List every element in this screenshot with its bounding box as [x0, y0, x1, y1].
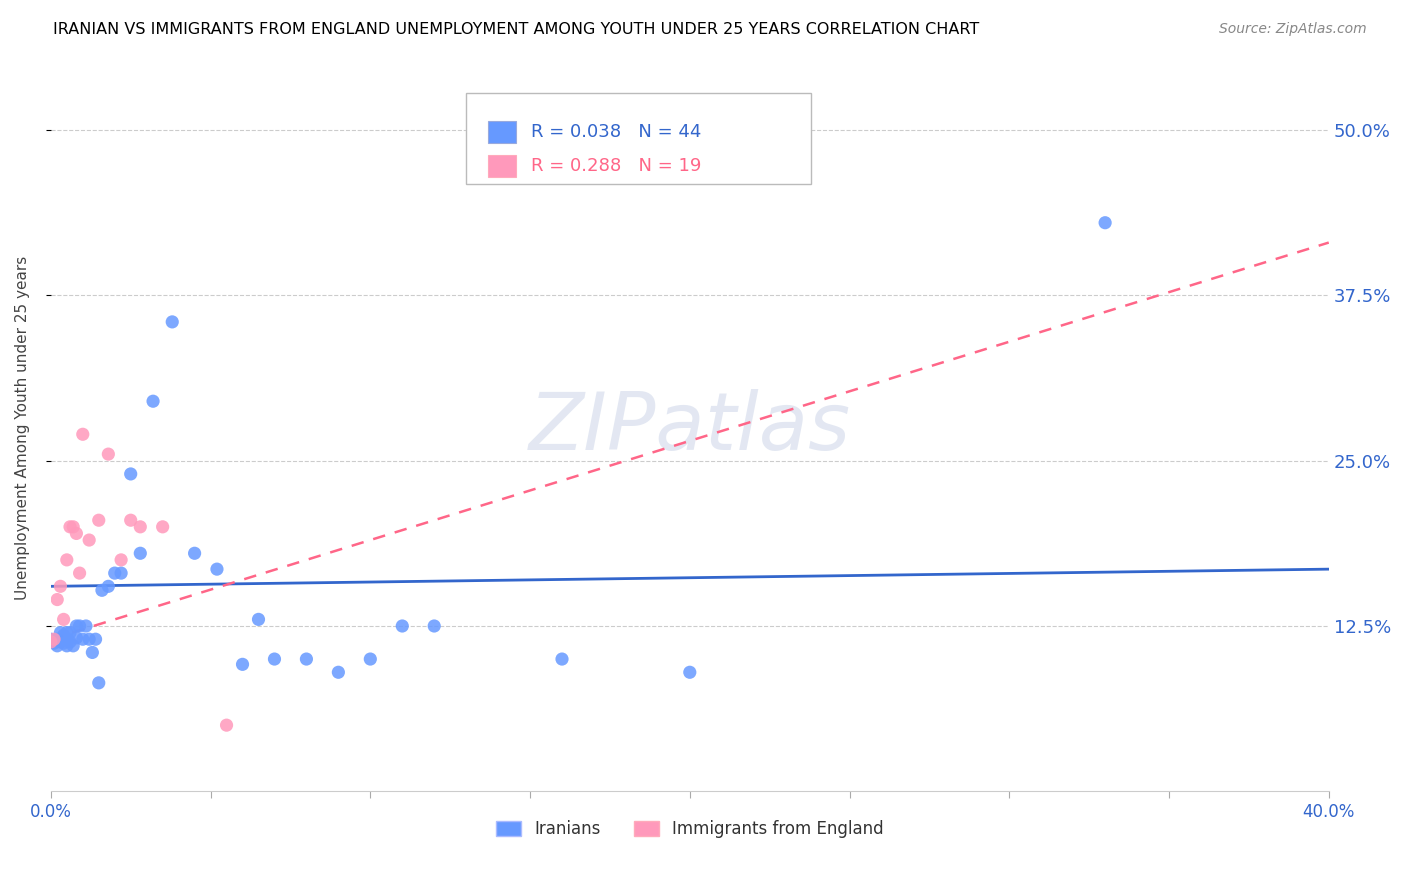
FancyBboxPatch shape	[488, 155, 516, 177]
Point	[679, 665, 702, 680]
Point	[65, 619, 87, 633]
Point	[1094, 216, 1116, 230]
Point	[120, 467, 142, 481]
Point	[129, 520, 152, 534]
Point	[97, 447, 120, 461]
Point	[77, 632, 100, 647]
Legend: Iranians, Immigrants from England: Iranians, Immigrants from England	[489, 814, 890, 845]
FancyBboxPatch shape	[488, 121, 516, 144]
Text: R = 0.288   N = 19: R = 0.288 N = 19	[531, 157, 702, 175]
Point	[120, 513, 142, 527]
Point	[205, 562, 228, 576]
Point	[49, 579, 72, 593]
Point	[59, 635, 82, 649]
Point	[42, 636, 65, 650]
Point	[65, 526, 87, 541]
Point	[52, 612, 75, 626]
Point	[52, 636, 75, 650]
Point	[42, 632, 65, 647]
Point	[97, 579, 120, 593]
Point	[72, 427, 94, 442]
Point	[391, 619, 413, 633]
FancyBboxPatch shape	[467, 93, 811, 184]
Point	[75, 619, 97, 633]
Point	[328, 665, 350, 680]
Text: IRANIAN VS IMMIGRANTS FROM ENGLAND UNEMPLOYMENT AMONG YOUTH UNDER 25 YEARS CORRE: IRANIAN VS IMMIGRANTS FROM ENGLAND UNEMP…	[53, 22, 980, 37]
Point	[62, 639, 84, 653]
Point	[104, 566, 127, 580]
Text: Source: ZipAtlas.com: Source: ZipAtlas.com	[1219, 22, 1367, 37]
Point	[56, 625, 79, 640]
Point	[247, 612, 270, 626]
Text: R = 0.038   N = 44: R = 0.038 N = 44	[531, 123, 702, 141]
Point	[49, 625, 72, 640]
Point	[56, 639, 79, 653]
Point	[39, 635, 62, 649]
Point	[142, 394, 165, 409]
Point	[56, 632, 79, 647]
Point	[39, 632, 62, 647]
Point	[49, 635, 72, 649]
Point	[46, 639, 69, 653]
Point	[59, 625, 82, 640]
Point	[72, 632, 94, 647]
Point	[87, 676, 110, 690]
Point	[110, 553, 132, 567]
Point	[129, 546, 152, 560]
Point	[69, 619, 91, 633]
Point	[423, 619, 446, 633]
Point	[359, 652, 381, 666]
Point	[152, 520, 174, 534]
Point	[183, 546, 205, 560]
Point	[52, 628, 75, 642]
Text: ZIPatlas: ZIPatlas	[529, 389, 851, 467]
Point	[56, 553, 79, 567]
Point	[87, 513, 110, 527]
Point	[84, 632, 107, 647]
Point	[69, 566, 91, 580]
Point	[65, 631, 87, 645]
Point	[62, 520, 84, 534]
Point	[59, 520, 82, 534]
Point	[295, 652, 318, 666]
Point	[551, 652, 574, 666]
Y-axis label: Unemployment Among Youth under 25 years: Unemployment Among Youth under 25 years	[15, 255, 30, 599]
Point	[77, 533, 100, 547]
Point	[263, 652, 285, 666]
Point	[46, 592, 69, 607]
Point	[82, 645, 104, 659]
Point	[110, 566, 132, 580]
Point	[231, 657, 253, 672]
Point	[91, 583, 114, 598]
Point	[162, 315, 184, 329]
Point	[215, 718, 238, 732]
Point	[46, 632, 69, 647]
